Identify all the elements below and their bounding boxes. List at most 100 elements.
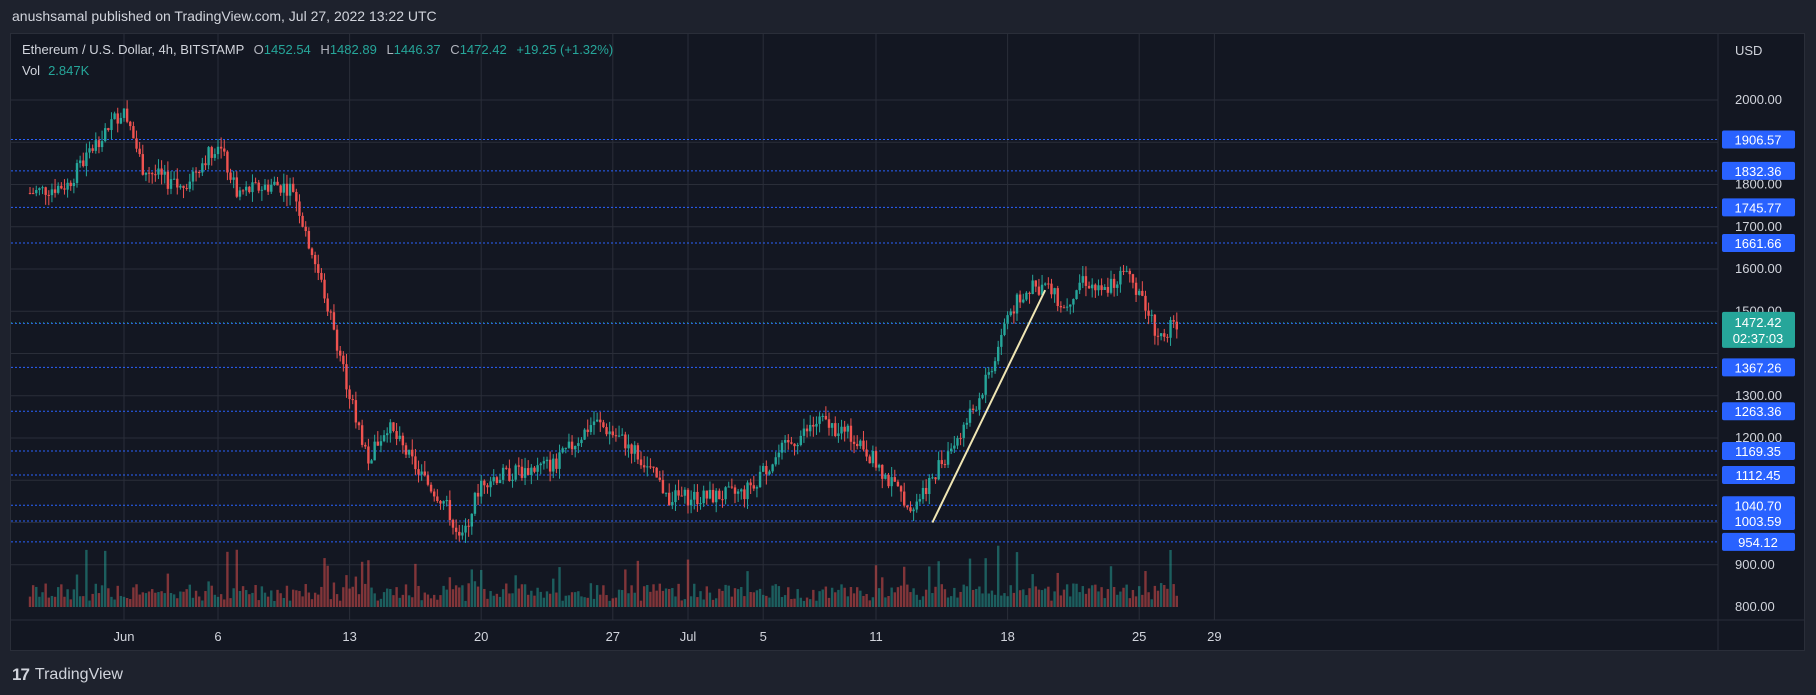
volume-bar	[937, 561, 940, 607]
volume-bar	[862, 595, 865, 607]
candle-body	[329, 311, 332, 313]
volume-bar	[119, 595, 123, 607]
candle-body	[339, 350, 342, 356]
candle-body	[188, 181, 191, 189]
candle-body	[555, 458, 558, 469]
volume-bar	[680, 600, 683, 607]
candle-body	[689, 499, 693, 506]
volume-bar	[342, 587, 345, 607]
volume-bar	[1109, 566, 1113, 607]
volume-label[interactable]: Vol	[22, 63, 41, 78]
candle-body	[1006, 315, 1009, 324]
candle-body	[824, 415, 828, 420]
tradingview-logo[interactable]: 17 TradingView	[12, 665, 123, 685]
candle-body	[63, 188, 66, 190]
candle-body	[796, 444, 799, 447]
tradingview-logo-icon: 17	[12, 665, 30, 684]
volume-bar	[617, 589, 621, 607]
volume-bar	[188, 584, 191, 607]
price-level-label: 1832.36	[1735, 164, 1782, 179]
candle-body	[439, 501, 442, 504]
candle-body	[223, 148, 226, 152]
volume-bar	[702, 599, 705, 607]
candle-body	[783, 440, 787, 443]
volume-bar	[91, 593, 94, 607]
candle-body	[172, 178, 176, 180]
volume-bar	[1012, 592, 1016, 607]
candle-body	[574, 445, 577, 450]
candle-body	[884, 474, 887, 479]
volume-bar	[630, 585, 633, 607]
volume-bar	[125, 598, 129, 607]
volume-bar	[1025, 595, 1028, 607]
candle-body	[668, 492, 671, 506]
volume-bar	[962, 584, 965, 607]
candle-body	[295, 191, 298, 202]
candle-body	[1169, 320, 1172, 338]
candle-body	[129, 121, 132, 127]
y-tick-label: 1800.00	[1735, 177, 1782, 192]
volume-bar	[245, 590, 248, 607]
chart-frame[interactable]	[10, 33, 1805, 651]
volume-bar	[110, 596, 113, 607]
volume-bar	[921, 596, 925, 607]
volume-bar	[736, 589, 740, 607]
candle-body	[238, 190, 242, 197]
volume-bar	[451, 589, 455, 607]
volume-bar	[354, 576, 358, 607]
volume-bar	[746, 571, 749, 607]
symbol-label[interactable]: Ethereum / U.S. Dollar, 4h, BITSTAMP	[22, 42, 245, 57]
candle-body	[404, 445, 408, 455]
volume-bar	[574, 592, 577, 607]
candle-body	[373, 441, 376, 461]
volume-bar	[157, 592, 160, 607]
volume-bar	[1009, 585, 1012, 607]
volume-bar	[392, 595, 395, 607]
volume-bar	[1015, 552, 1019, 607]
volume-bar	[339, 600, 342, 607]
candle-body	[179, 185, 182, 188]
candle-body	[320, 272, 323, 280]
volume-bar	[47, 597, 50, 607]
candle-body	[624, 434, 627, 449]
low-value: 1446.37	[393, 42, 441, 57]
volume-bar	[1044, 588, 1047, 607]
candle-body	[122, 108, 126, 118]
volume-bar	[31, 585, 35, 607]
countdown-label: 02:37:03	[1733, 331, 1784, 346]
volume-bar	[802, 600, 806, 607]
volume-bar	[783, 595, 787, 607]
candle-body	[971, 408, 975, 410]
candle-body	[1097, 285, 1100, 291]
candle-body	[1166, 336, 1169, 338]
candle-body	[727, 486, 730, 488]
candle-body	[1172, 320, 1175, 322]
candle-body	[69, 182, 72, 187]
candle-body	[586, 429, 589, 432]
volume-bar	[552, 578, 555, 607]
volume-bar	[733, 588, 737, 607]
volume-bar	[1075, 583, 1078, 607]
volume-bar	[542, 597, 546, 607]
candle-body	[953, 445, 956, 449]
volume-bar	[38, 596, 41, 607]
candle-body	[210, 147, 213, 158]
volume-bar	[370, 587, 373, 607]
candle-body	[433, 491, 436, 497]
candle-body	[436, 496, 439, 502]
volume-bar	[254, 585, 257, 607]
candle-body	[533, 467, 536, 472]
candle-body	[937, 460, 940, 480]
volume-bar	[1069, 596, 1072, 607]
candle-body	[1103, 286, 1106, 290]
candle-body	[780, 442, 784, 453]
volume-bar	[495, 593, 499, 607]
candle-body	[758, 471, 762, 488]
candle-body	[82, 160, 85, 167]
candle-body	[815, 423, 818, 427]
candle-body	[232, 177, 235, 180]
candle-body	[1119, 270, 1122, 285]
price-level-label: 1169.35	[1735, 444, 1781, 459]
candle-body	[715, 490, 718, 503]
